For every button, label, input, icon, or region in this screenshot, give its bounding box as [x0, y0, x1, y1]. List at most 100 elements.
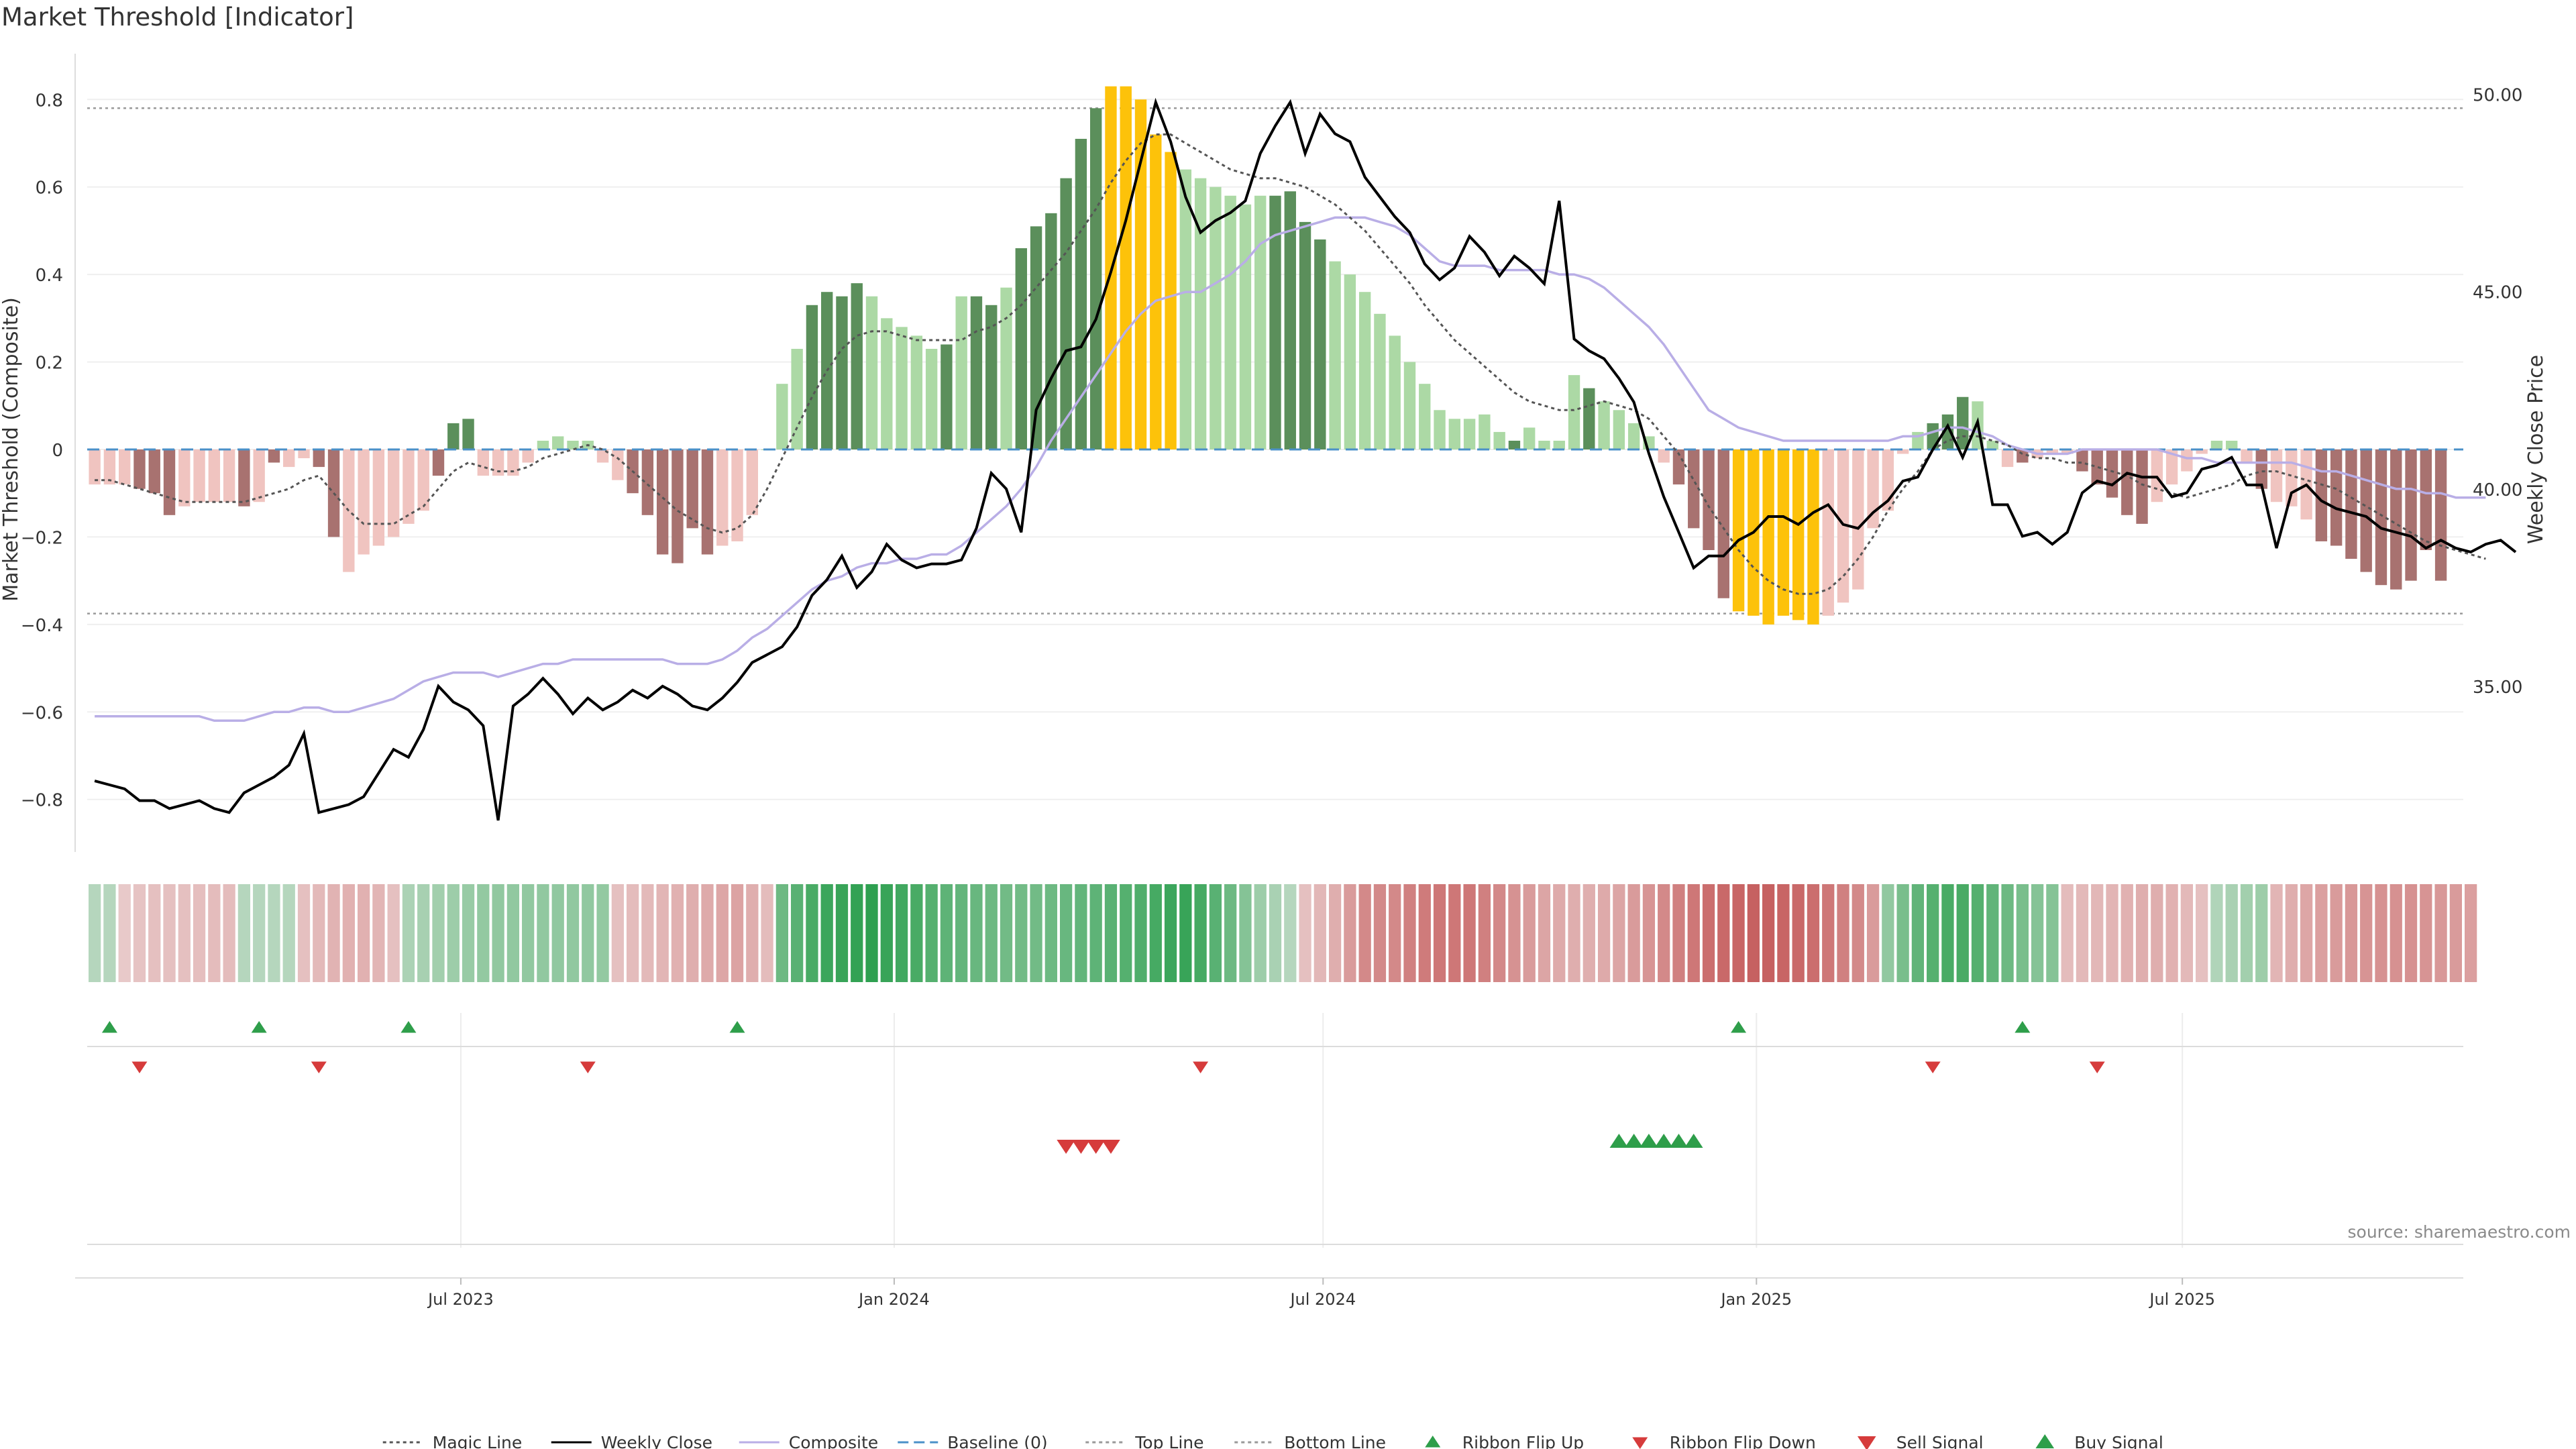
composite-bar — [522, 449, 534, 463]
composite-bar — [851, 283, 863, 449]
ribbon-cell — [327, 884, 340, 982]
ribbon-cell — [1120, 884, 1132, 982]
ribbon-cell — [1418, 884, 1431, 982]
ribbon-cell — [2135, 884, 2149, 982]
ribbon-cell — [477, 884, 490, 982]
composite-bar — [1344, 274, 1356, 449]
ribbon-cell — [1373, 884, 1387, 982]
composite-bar — [2255, 449, 2267, 489]
composite-bar — [447, 423, 460, 449]
ribbon-flip-up-marker — [251, 1021, 267, 1033]
ribbon-cell — [2345, 884, 2358, 982]
composite-bar — [1194, 178, 1207, 449]
composite-bar — [2121, 449, 2133, 515]
composite-bar — [2076, 449, 2088, 472]
legend-item-bottom-line: Bottom Line — [1234, 1433, 1386, 1449]
ribbon-cell — [2285, 884, 2298, 982]
legend-swatch — [1632, 1437, 1648, 1449]
composite-bar — [1792, 449, 1805, 621]
y-right-tick-label: 45.00 — [2473, 283, 2522, 303]
composite-bar — [1269, 195, 1281, 449]
ribbon-cell — [522, 884, 535, 982]
ribbon-cell — [208, 884, 221, 982]
ribbon-cell — [1344, 884, 1356, 982]
ribbon-cell — [193, 884, 206, 982]
composite-bar — [2196, 449, 2208, 454]
composite-bar — [119, 449, 131, 485]
ribbon-cell — [1493, 884, 1506, 982]
composite-bar — [313, 449, 325, 468]
ribbon-cell — [1941, 884, 1954, 982]
composite-bar — [896, 327, 908, 449]
ribbon-cell — [1627, 884, 1640, 982]
ribbon-cell — [1328, 884, 1342, 982]
composite-bar — [133, 449, 146, 489]
composite-bar — [2091, 449, 2103, 485]
ribbon-cell — [103, 884, 116, 982]
ribbon-cell — [1732, 884, 1745, 982]
y-left-tick-label: 0.4 — [36, 266, 63, 286]
ribbon-cell — [1463, 884, 1476, 982]
composite-bar — [1523, 427, 1536, 449]
composite-bar — [791, 349, 803, 449]
ribbon-cell — [2121, 884, 2133, 982]
composite-bar — [1957, 396, 1969, 449]
ribbon-cell — [955, 884, 968, 982]
ribbon-cell — [2360, 884, 2373, 982]
ribbon-cell — [2255, 884, 2268, 982]
composite-bar — [2390, 449, 2402, 590]
ribbon-cell — [1134, 884, 1147, 982]
ribbon-cell — [1687, 884, 1700, 982]
legend-label: Composite — [789, 1433, 878, 1449]
composite-bar — [1613, 410, 1625, 449]
composite-bar — [1688, 449, 1700, 529]
composite-bar — [507, 449, 519, 476]
ribbon-cell — [2434, 884, 2447, 982]
ribbon-cell — [1582, 884, 1595, 982]
composite-bar — [1120, 86, 1132, 449]
legend-label: Baseline (0) — [947, 1433, 1047, 1449]
ribbon-cell — [1956, 884, 1969, 982]
ribbon-cell — [1851, 884, 1864, 982]
ribbon-cell — [1672, 884, 1685, 982]
ribbon-cell — [746, 884, 759, 982]
y-right-tick-label: 35.00 — [2473, 678, 2522, 698]
ribbon-cell — [2210, 884, 2223, 982]
ribbon-cell — [910, 884, 923, 982]
composite-bar — [1837, 449, 1849, 603]
composite-bar — [358, 449, 370, 555]
ribbon-flip-up-marker — [400, 1021, 417, 1033]
composite-bar — [148, 449, 160, 494]
composite-bar — [552, 436, 564, 449]
composite-bar — [2165, 449, 2178, 485]
ribbon-cell — [851, 884, 863, 982]
ribbon-cell — [1866, 884, 1880, 982]
composite-bar — [208, 449, 221, 502]
composite-bar — [432, 449, 445, 476]
ribbon-cell — [1089, 884, 1102, 982]
composite-bar — [1553, 440, 1565, 449]
composite-bar — [1389, 335, 1401, 449]
composite-bar — [656, 449, 669, 555]
ribbon-cell — [297, 884, 311, 982]
ribbon-cell — [282, 884, 295, 982]
ribbon-cell — [1030, 884, 1042, 982]
legend-item-top-line: Top Line — [1085, 1433, 1203, 1449]
ribbon-cell — [641, 884, 654, 982]
composite-bar — [1000, 287, 1012, 449]
composite-bar — [1568, 375, 1580, 449]
composite-bar — [1538, 440, 1550, 449]
ribbon-cell — [1568, 884, 1580, 982]
ribbon-cell — [731, 884, 744, 982]
buy-signal-marker — [1624, 1134, 1644, 1148]
ribbon-cell — [2196, 884, 2208, 982]
composite-bar — [372, 449, 385, 546]
ribbon-cell — [417, 884, 430, 982]
composite-bar — [1703, 449, 1715, 550]
legend-item-magic-line: Magic Line — [382, 1433, 522, 1449]
ribbon-cell — [626, 884, 639, 982]
composite-bar — [1658, 449, 1670, 463]
composite-bar — [178, 449, 191, 506]
ribbon-flip-down-marker — [2089, 1061, 2105, 1073]
ribbon-cell — [387, 884, 400, 982]
